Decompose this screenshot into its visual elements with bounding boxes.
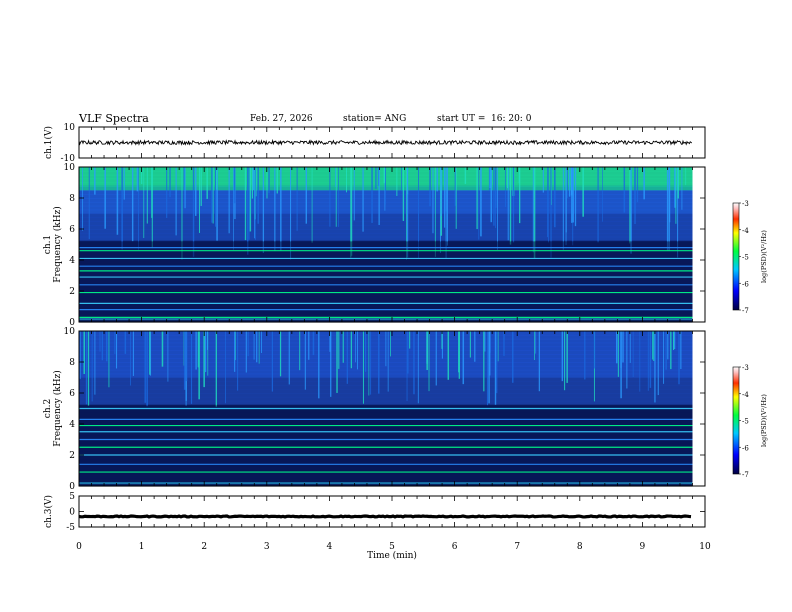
ch2-spectrogram-row — [79, 396, 693, 402]
ch1-spectrogram-ylabel: Frequency (kHz) — [52, 206, 63, 283]
ch1-spectrogram-ytick-label: 4 — [69, 256, 75, 266]
ch2-spectrogram-lowband — [79, 405, 693, 486]
ch2-spectrogram-colorbar — [732, 366, 740, 475]
ch2-spectrogram-ytick-label: 4 — [69, 420, 75, 430]
ch1-spectrogram-ytick-label: 8 — [69, 194, 75, 204]
ch1-waveform-trace — [78, 138, 693, 147]
x-tick-label: 10 — [699, 542, 711, 552]
ch1-spectrogram-ytick-label: 6 — [69, 225, 75, 235]
ch1-spectrogram-row — [79, 229, 693, 234]
ch1-spectrogram-row — [79, 209, 693, 215]
ch2-spectrogram-ytick-label: 0 — [69, 482, 75, 492]
ch2-spectrogram-colorbar-tick-label: -4 — [742, 391, 749, 399]
x-axis-label: Time (min) — [367, 550, 417, 561]
ch1-spectrogram-row — [79, 213, 693, 218]
ch1-spectrogram-row — [79, 217, 693, 222]
ch1-spectrogram-colorbar-label: log(PSD)(V²/Hz) — [760, 230, 768, 283]
x-tick-label: 3 — [264, 542, 270, 552]
ch1-spectrogram-lowband — [79, 241, 693, 322]
ch2-spectrogram-row — [79, 377, 693, 382]
x-tick-label: 1 — [139, 542, 145, 552]
ch1-spectrogram-row — [79, 205, 693, 211]
ch1-spectrogram-channel-label: ch.1 — [43, 235, 53, 254]
ch1-spectrogram-row — [79, 225, 693, 230]
x-tick-label: 5 — [389, 542, 395, 552]
ch2-spectrogram-ytick-label: 10 — [64, 327, 76, 337]
start-ut-label: start UT = — [437, 114, 486, 124]
ch1-spectrogram-ytick-label: 10 — [64, 163, 76, 173]
ch1-spectrogram-colorbar-tick-label: -5 — [742, 254, 749, 262]
ch2-spectrogram-ylabel: Frequency (kHz) — [52, 370, 63, 447]
ch2-spectrogram-row — [79, 393, 693, 398]
ch1-spectrogram-colorbar-tick-label: -3 — [742, 200, 749, 208]
ch1-spectrogram-colorbar — [732, 202, 740, 311]
ch2-spectrogram-colorbar-tick-label: -3 — [742, 364, 749, 372]
ch2-spectrogram-row — [79, 400, 693, 406]
ch1-spectrogram-row — [79, 232, 693, 238]
ch2-spectrogram-channel-label: ch.2 — [43, 399, 53, 418]
ch1-waveform-ylabel: ch.1(V) — [43, 126, 54, 159]
ch3-waveform-ytick-label: -5 — [66, 523, 75, 533]
chart-title: VLF Spectra — [79, 112, 149, 125]
ch3-waveform-ytick-label: 5 — [69, 492, 75, 502]
ch2-spectrogram-ytick-label: 2 — [69, 451, 75, 461]
ch1-spectrogram-ytick-label: 2 — [69, 287, 75, 297]
x-tick-label: 4 — [327, 542, 333, 552]
ch1-spectrogram-colorbar-tick-label: -7 — [742, 307, 749, 315]
ch3-waveform-ylabel: ch.3(V) — [43, 495, 54, 528]
x-tick-label: 6 — [452, 542, 458, 552]
x-tick-label: 8 — [577, 542, 583, 552]
ch2-spectrogram-row — [79, 369, 693, 375]
station-label: station= ANG — [343, 114, 407, 124]
start-ut-value: 16: 20: 0 — [491, 114, 532, 124]
ch2-spectrogram-row — [79, 381, 693, 386]
ch1-spectrogram-row — [79, 221, 693, 226]
ch2-spectrogram-colorbar-tick-label: -5 — [742, 418, 749, 426]
ch2-spectrogram-row — [79, 389, 693, 394]
ch1-spectrogram-colorbar-tick-label: -6 — [742, 280, 749, 288]
ch2-spectrogram-ytick-label: 6 — [69, 389, 75, 399]
ch2-spectrogram-colorbar-tick-label: -6 — [742, 444, 749, 452]
ch2-spectrogram-baseline — [79, 482, 693, 485]
ch2-spectrogram-ytick-label: 8 — [69, 358, 75, 368]
ch3-waveform-trace — [78, 514, 692, 519]
x-tick-label: 7 — [514, 542, 520, 552]
ch1-spectrogram-colorbar-tick-label: -4 — [742, 227, 749, 235]
ch1-waveform-ytick-label: -10 — [61, 154, 76, 164]
ch2-spectrogram-row — [79, 385, 693, 390]
ch3-waveform-ytick-label: 0 — [69, 508, 75, 518]
x-tick-label: 9 — [640, 542, 646, 552]
ch2-spectrogram-row — [79, 365, 693, 371]
ch1-spectrogram-row — [79, 236, 693, 242]
x-tick-label: 0 — [76, 542, 82, 552]
ch2-spectrogram-colorbar-label: log(PSD)(V²/Hz) — [760, 394, 768, 447]
ch1-waveform-ytick-label: 10 — [64, 123, 76, 133]
x-tick-label: 2 — [201, 542, 207, 552]
ch2-spectrogram-row — [79, 373, 693, 379]
ch2-spectrogram-colorbar-tick-label: -7 — [742, 471, 749, 479]
ch1-spectrogram-baseline — [79, 318, 693, 321]
date-label: Feb. 27, 2026 — [250, 114, 313, 124]
ch1-spectrogram-ytick-label: 0 — [69, 318, 75, 328]
